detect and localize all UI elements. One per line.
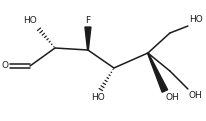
Text: HO: HO bbox=[23, 16, 37, 25]
Text: HO: HO bbox=[91, 93, 105, 102]
Polygon shape bbox=[147, 53, 168, 92]
Text: O: O bbox=[2, 61, 9, 71]
Text: OH: OH bbox=[166, 93, 180, 102]
Polygon shape bbox=[85, 27, 91, 50]
Text: OH: OH bbox=[189, 91, 203, 100]
Text: F: F bbox=[85, 16, 90, 25]
Text: HO: HO bbox=[189, 15, 203, 24]
